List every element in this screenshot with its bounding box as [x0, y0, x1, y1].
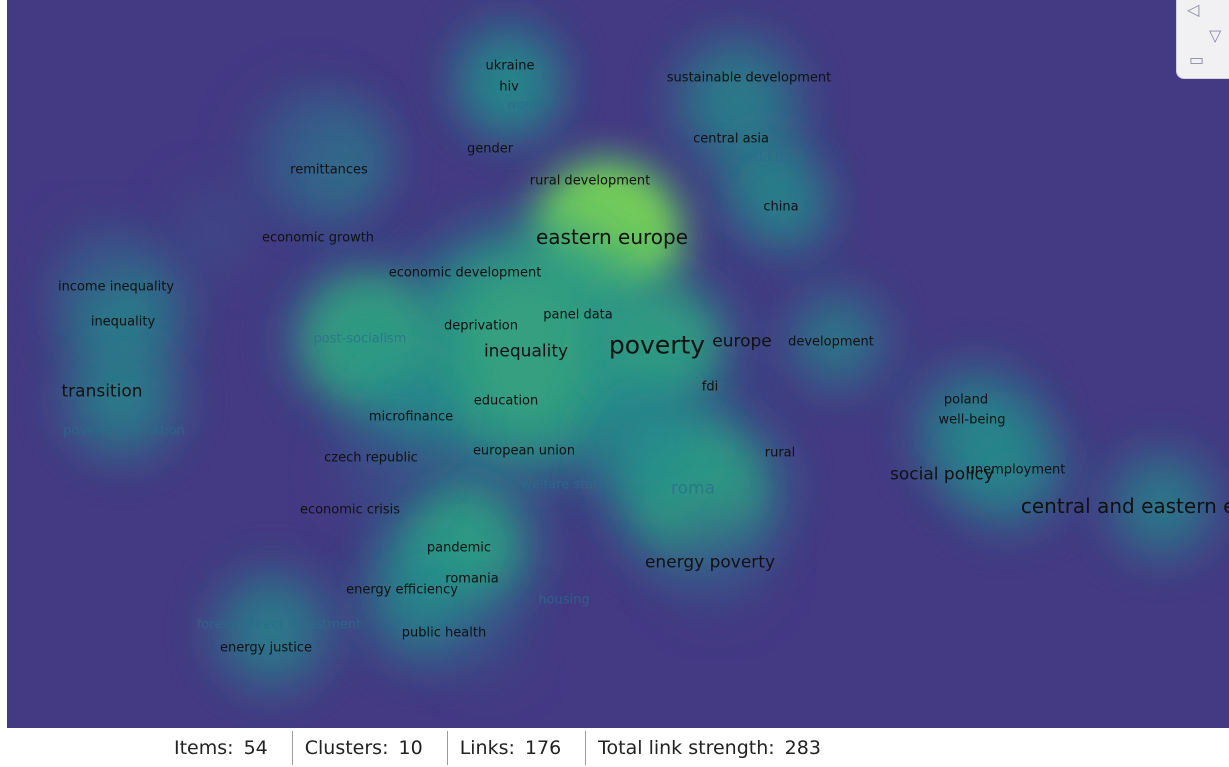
strength-value: 283 [784, 737, 821, 759]
keyword-label[interactable]: education [473, 393, 539, 409]
strength-label: Total link strength: [598, 737, 775, 759]
density-spot [587, 380, 707, 500]
keyword-label[interactable]: panel data [543, 307, 613, 323]
density-spot [952, 415, 1062, 525]
density-heatmap [7, 0, 1229, 728]
density-spot [447, 600, 527, 680]
density-spot [332, 425, 422, 515]
keyword-label[interactable]: economic development [388, 265, 542, 281]
keyword-label[interactable]: deprivation [443, 318, 519, 334]
status-total-link-strength: Total link strength: 283 [586, 731, 845, 765]
status-clusters: Clusters: 10 [293, 731, 448, 765]
keyword-label[interactable]: gender [466, 141, 514, 157]
zoom-navigation-panel: ◁ ▽ ▭ [1176, 0, 1229, 79]
density-spot [792, 295, 882, 385]
keyword-label[interactable]: inequality [483, 341, 569, 362]
density-spot [217, 575, 327, 685]
keyword-label[interactable]: inequality [90, 314, 156, 330]
keyword-label[interactable]: poland [943, 392, 989, 408]
density-spot [667, 510, 767, 610]
keyword-label[interactable]: public health [401, 625, 487, 641]
density-spot [472, 55, 552, 135]
keyword-label[interactable]: income inequality [57, 279, 175, 295]
density-spot [747, 170, 827, 250]
keyword-label[interactable]: social policy [890, 464, 994, 485]
triangle-down-icon[interactable]: ▽ [1209, 26, 1222, 45]
keyword-label[interactable]: women [506, 97, 554, 113]
density-spot [57, 220, 137, 300]
keyword-label[interactable]: energy poverty [644, 552, 776, 573]
density-spot [1112, 455, 1212, 555]
keyword-label[interactable]: economic crisis [299, 502, 401, 518]
density-spot [247, 90, 367, 210]
keyword-label[interactable]: well-being [938, 412, 1006, 428]
keyword-label[interactable]: housing [538, 592, 590, 608]
keyword-label[interactable]: transition [61, 381, 143, 402]
density-spot [677, 40, 797, 160]
density-spot [172, 185, 262, 275]
keyword-label[interactable]: energy justice [220, 640, 312, 656]
keyword-label[interactable]: central and eastern europe [1020, 494, 1229, 518]
clusters-value: 10 [398, 737, 423, 759]
status-links: Links: 176 [448, 731, 587, 765]
keyword-label[interactable]: central asia [693, 131, 769, 147]
keyword-label[interactable]: china [763, 199, 799, 215]
keyword-label[interactable]: economic growth [261, 230, 375, 246]
keyword-label[interactable]: microfinance [368, 409, 454, 425]
keyword-label[interactable]: foreign direct investment [196, 617, 362, 633]
keyword-labels: ukraine hiv women sustainable development ge… [7, 0, 1229, 728]
keyword-label[interactable]: development [788, 334, 874, 350]
keyword-label[interactable]: sustainable development [666, 70, 832, 86]
keyword-label[interactable]: remittances [290, 162, 368, 178]
triangle-left-icon[interactable]: ◁ [1187, 0, 1200, 19]
links-label: Links: [459, 737, 515, 759]
density-spot [67, 345, 177, 455]
keyword-label[interactable]: energy efficiency [346, 582, 458, 598]
keyword-label[interactable]: czech republic [324, 450, 418, 466]
density-visualization[interactable]: ukraine hiv women sustainable development ge… [7, 0, 1229, 728]
keyword-label[interactable]: post-socialism [313, 331, 407, 347]
keyword-label[interactable]: ukraine [485, 58, 535, 74]
keyword-label[interactable]: europe [712, 331, 772, 352]
keyword-label[interactable]: european union [472, 443, 576, 459]
keyword-label[interactable]: poverty [608, 330, 706, 360]
keyword-label[interactable]: poverty alleviation [63, 423, 185, 439]
keyword-label[interactable]: pandemic [426, 540, 492, 556]
items-value: 54 [243, 737, 268, 759]
keyword-label[interactable]: world bank [735, 150, 807, 166]
keyword-label[interactable]: roma [671, 478, 715, 499]
keyword-label[interactable]: welfare state [521, 477, 607, 493]
items-label: Items: [174, 737, 234, 759]
keyword-label[interactable]: hiv [499, 79, 519, 95]
keyword-label[interactable]: rural [764, 445, 796, 461]
links-value: 176 [524, 737, 562, 759]
density-spot [397, 220, 657, 480]
keyword-label[interactable]: fdi [701, 379, 719, 395]
rectangle-icon[interactable]: ▭ [1189, 50, 1205, 69]
clusters-label: Clusters: [304, 737, 389, 759]
status-items: Items: 54 [162, 731, 293, 765]
status-bar: Items: 54 Clusters: 10 Links: 176 Total … [162, 730, 1002, 766]
density-spot [592, 275, 732, 415]
keyword-label[interactable]: eastern europe [535, 225, 689, 249]
keyword-label[interactable]: rural development [529, 173, 651, 189]
keyword-label[interactable]: romania [445, 571, 499, 587]
keyword-label[interactable]: unemployment [966, 462, 1066, 478]
